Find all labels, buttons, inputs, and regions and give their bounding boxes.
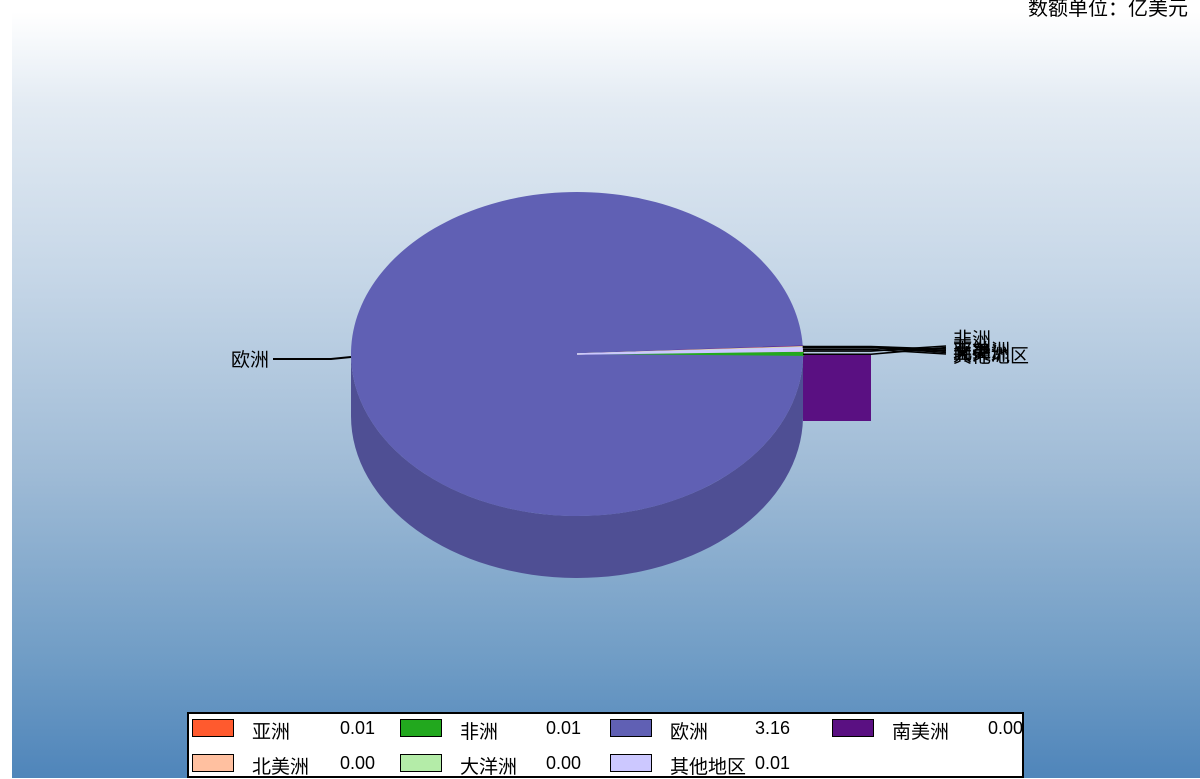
- legend-swatch: [610, 719, 652, 737]
- pie-label-2: 欧洲: [231, 349, 269, 371]
- legend-swatch: [192, 754, 234, 772]
- legend-name: 其他地区: [670, 752, 746, 779]
- legend-name: 南美洲: [892, 717, 949, 744]
- legend: 亚洲 0.01 非洲 0.01 欧洲 3.16 南美洲 0.00 北美洲 0.00 大洋洲 0.00 其…: [187, 712, 1024, 778]
- legend-name: 亚洲: [252, 717, 290, 744]
- legend-name: 非洲: [460, 717, 498, 744]
- legend-name: 大洋洲: [460, 752, 517, 779]
- legend-value: 0.01: [340, 718, 375, 739]
- legend-swatch: [400, 719, 442, 737]
- legend-value: 0.01: [546, 718, 581, 739]
- pie-top-face: [351, 192, 803, 516]
- pie-label-6: 其他地区: [953, 345, 1029, 367]
- legend-name: 欧洲: [670, 717, 708, 744]
- legend-value: 0.00: [340, 753, 375, 774]
- legend-value: 0.01: [755, 753, 790, 774]
- legend-value: 3.16: [755, 718, 790, 739]
- legend-swatch: [610, 754, 652, 772]
- legend-value: 0.00: [988, 718, 1023, 739]
- leader-line-2: [273, 357, 351, 359]
- legend-swatch: [400, 754, 442, 772]
- legend-swatch: [192, 719, 234, 737]
- legend-value: 0.00: [546, 753, 581, 774]
- legend-name: 北美洲: [252, 752, 309, 779]
- legend-swatch: [832, 719, 874, 737]
- pie-small-slices-side: [803, 355, 871, 421]
